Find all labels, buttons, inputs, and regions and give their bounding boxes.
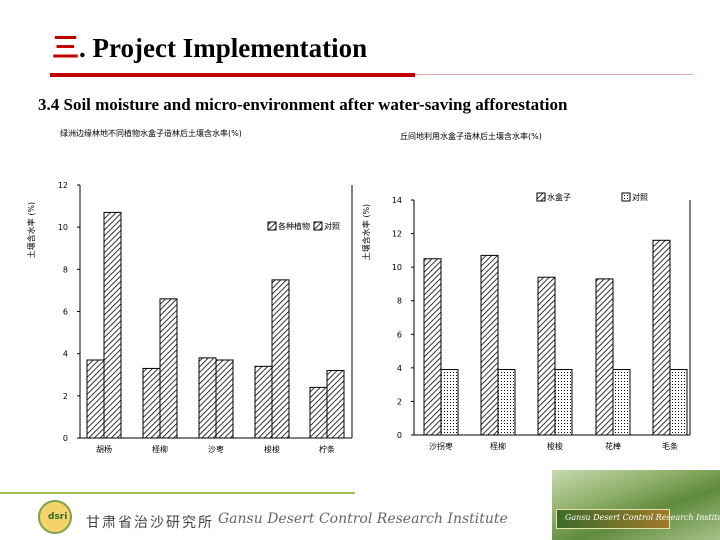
bar: [86, 359, 105, 439]
institute-name-cn: 甘肃省治沙研究所: [86, 515, 214, 531]
bar: [254, 365, 273, 439]
y-tick-label: 6: [397, 330, 402, 339]
y-tick-label: 4: [63, 350, 68, 359]
y-tick-label: 10: [58, 223, 68, 232]
x-tick-label: 柠条: [319, 444, 335, 454]
legend-swatch: [536, 192, 546, 202]
bar: [497, 369, 516, 436]
x-tick-label: 梭梭: [547, 441, 563, 451]
y-tick-label: 2: [63, 392, 68, 401]
bar: [480, 254, 499, 436]
bar: [652, 239, 671, 436]
x-tick-label: 花棒: [605, 441, 621, 451]
x-tick-label: 柽柳: [490, 441, 506, 451]
legend-swatch: [313, 221, 323, 231]
legend-label: 对照: [632, 192, 648, 202]
bar: [669, 369, 688, 436]
legend-label: 水盒子: [547, 192, 571, 202]
x-tick-label: 毛条: [662, 441, 678, 451]
bar: [215, 359, 234, 439]
institute-logo: dsri: [38, 500, 72, 534]
y-tick-label: 8: [397, 297, 402, 306]
title-underline: [50, 73, 415, 77]
institute-name-en: Gansu Desert Control Research Institute: [218, 511, 508, 527]
slide-title: 三. Project Implementation: [52, 26, 367, 65]
y-tick-label: 0: [63, 434, 68, 443]
bar: [159, 298, 178, 439]
chart-title: 绿洲边缘林地不同植物水盒子造林后土壤含水率(%): [60, 128, 242, 138]
y-tick-label: 4: [397, 364, 402, 373]
bar: [440, 369, 459, 436]
section-subtitle: 3.4 Soil moisture and micro-environment …: [38, 95, 568, 114]
bar: [309, 386, 328, 439]
bar: [271, 279, 290, 439]
footer-banner-text: Gansu Desert Control Research Institute: [565, 513, 720, 522]
legend-label: 对照: [324, 221, 340, 231]
x-tick-label: 梭梭: [264, 444, 280, 454]
bar: [595, 278, 614, 436]
x-tick-label: 沙拐枣: [429, 441, 453, 451]
legend-swatch: [267, 221, 277, 231]
y-axis-label: 土壤含水率 (%): [361, 204, 371, 260]
y-axis-label: 土壤含水率 (%): [26, 202, 36, 258]
bar: [554, 369, 573, 436]
y-tick-label: 2: [397, 397, 402, 406]
x-tick-label: 胡杨: [96, 444, 112, 454]
bar: [326, 370, 345, 439]
bar: [423, 258, 442, 436]
title-text: . Project Implementation: [79, 33, 368, 63]
x-tick-label: 柽柳: [152, 444, 168, 454]
y-tick-label: 12: [58, 181, 68, 190]
y-tick-label: 0: [397, 431, 402, 440]
x-tick-label: 沙枣: [208, 444, 224, 454]
y-tick-label: 6: [63, 308, 68, 317]
title-number: 三: [52, 33, 79, 63]
y-tick-label: 10: [392, 263, 402, 272]
legend-label: 各种植物: [278, 221, 310, 231]
bar: [103, 211, 122, 439]
footer-banner: Gansu Desert Control Research Institute: [556, 509, 720, 529]
bar: [198, 357, 217, 439]
title-divider: [415, 74, 693, 75]
footer-divider: [0, 492, 355, 494]
chart-title: 丘间地利用水盒子造林后土壤含水率(%): [400, 131, 542, 141]
bar: [142, 367, 161, 439]
y-tick-label: 12: [392, 230, 402, 239]
y-tick-label: 14: [392, 196, 402, 205]
y-tick-label: 8: [63, 265, 68, 274]
logo-text: dsri: [48, 512, 68, 522]
legend-swatch: [621, 192, 631, 202]
bar: [537, 276, 556, 436]
footer-landscape-photo: [552, 470, 720, 540]
bar: [612, 369, 631, 436]
